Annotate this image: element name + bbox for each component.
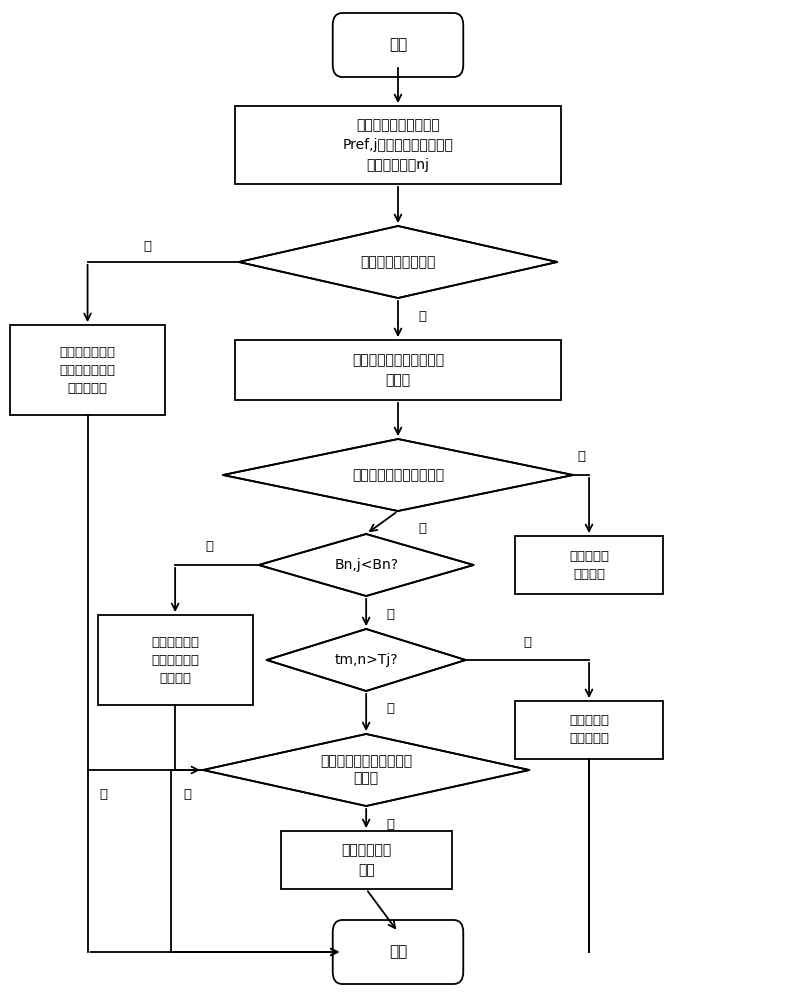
Text: 是否愿意参与调度计划？: 是否愿意参与调度计划？ [352, 468, 444, 482]
Text: 是否满足调度指令？: 是否满足调度指令？ [361, 255, 435, 269]
Bar [516, 701, 663, 759]
Text: Bn,j<Bn?: Bn,j<Bn? [334, 558, 398, 572]
Text: 否: 否 [100, 788, 107, 802]
Text: 接入电网后
立即充电: 接入电网后 立即充电 [569, 550, 609, 580]
Bar [516, 536, 663, 594]
Text: 否: 否 [577, 450, 585, 464]
Text: 该辆电动汽
车进行充电: 该辆电动汽 车进行充电 [569, 714, 609, 746]
Text: 是: 是 [418, 522, 426, 535]
Text: 否: 否 [183, 788, 191, 802]
Text: 是否还有需要分配的充电
安排？: 是否还有需要分配的充电 安排？ [320, 754, 412, 786]
Text: 建立优化数学
模型: 建立优化数学 模型 [341, 843, 392, 877]
Text: 要求可以接入电
网的所有电动汽
车进行充电: 要求可以接入电 网的所有电动汽 车进行充电 [60, 346, 115, 394]
Text: 是: 是 [386, 607, 394, 620]
Text: 否: 否 [523, 636, 532, 648]
FancyBboxPatch shape [333, 13, 463, 77]
Text: 遍历该时段内电动汽车用
户信息: 遍历该时段内电动汽车用 户信息 [352, 353, 444, 387]
Bar [98, 615, 253, 705]
Polygon shape [239, 226, 557, 298]
Text: tm,n>Tj?: tm,n>Tj? [334, 653, 398, 667]
Polygon shape [203, 734, 529, 806]
Bar [235, 106, 561, 184]
Bar [10, 325, 166, 415]
Text: 否: 否 [143, 240, 151, 253]
Text: 是: 是 [418, 310, 426, 323]
Polygon shape [267, 629, 466, 691]
Bar [281, 831, 452, 889]
FancyBboxPatch shape [333, 920, 463, 984]
Text: 开始: 开始 [389, 37, 407, 52]
Polygon shape [259, 534, 474, 596]
Text: 是: 是 [386, 702, 394, 715]
Text: 求取需要充电的总功率
Pref,j，该时段等待充电的
电动汽车数量nj: 求取需要充电的总功率 Pref,j，该时段等待充电的 电动汽车数量nj [342, 118, 454, 172]
Text: 该辆车不再充
电，不再参与
优化流程: 该辆车不再充 电，不再参与 优化流程 [151, 636, 199, 684]
Bar [235, 340, 561, 400]
Text: 是: 是 [386, 818, 394, 830]
Polygon shape [223, 439, 573, 511]
Text: 否: 否 [205, 540, 213, 554]
Text: 结束: 结束 [389, 944, 407, 960]
